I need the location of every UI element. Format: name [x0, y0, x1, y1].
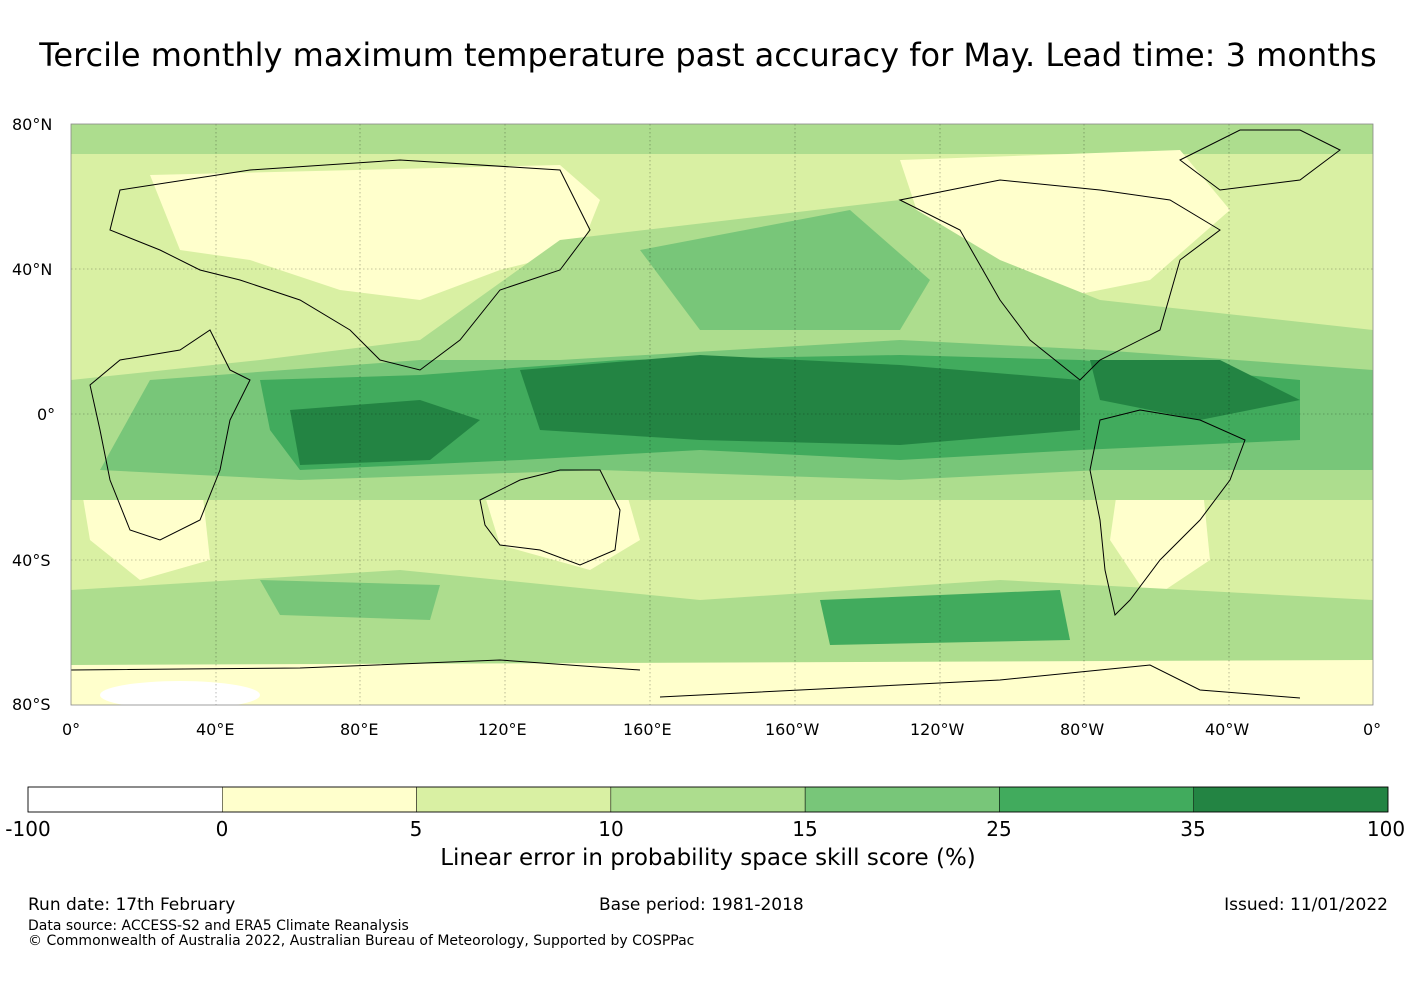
- run-date: Run date: 17th February: [28, 895, 236, 915]
- lon-label-0: 0°: [62, 720, 81, 739]
- colorbar-swatch-3: [610, 786, 806, 813]
- base-period: Base period: 1981-2018: [599, 895, 804, 915]
- lon-label-120e: 120°E: [478, 720, 527, 739]
- map-title: Tercile monthly maximum temperature past…: [39, 36, 1377, 74]
- colorbar-frame: [27, 786, 1389, 813]
- eurasia-coast: [109, 159, 591, 371]
- antarctica-coast: [71, 659, 1301, 699]
- lon-label-80w: 80°W: [1060, 720, 1105, 739]
- caribbean-atlantic-100: [1090, 360, 1300, 420]
- north-america-coast: [898, 179, 1221, 381]
- colorbar-tick-neg100: -100: [5, 817, 51, 841]
- africa-coast: [89, 329, 251, 541]
- lon-label-160w: 160°W: [765, 720, 820, 739]
- equatorial-pacific-100: [520, 355, 1080, 445]
- graticule: [71, 124, 1373, 705]
- lon-label-40e: 40°E: [196, 720, 235, 739]
- lon-label-120w: 120°W: [910, 720, 965, 739]
- colorbar-tick-35: 35: [1180, 817, 1206, 841]
- map-frame: [70, 123, 1374, 706]
- lon-label-160e: 160°E: [623, 720, 672, 739]
- colorbar-tick-0: 0: [215, 817, 229, 841]
- colorbar-swatch-0: [27, 786, 223, 813]
- data-source: Data source: ACCESS-S2 and ERA5 Climate …: [28, 918, 409, 934]
- lat-label-80n: 80°N: [12, 115, 53, 134]
- antarctica-negative-skill: [100, 681, 260, 705]
- issued-date: Issued: 11/01/2022: [1224, 895, 1388, 915]
- north-pacific-25: [640, 210, 930, 330]
- colorbar-swatch-1: [222, 786, 417, 813]
- colorbar-tick-15: 15: [792, 817, 818, 841]
- southern-ocean-low-skill: [580, 660, 940, 700]
- south-indian-25: [260, 580, 440, 620]
- colorbar-label: Linear error in probability space skill …: [440, 845, 976, 871]
- south-pacific-35: [820, 590, 1070, 645]
- colorbar-swatches: [27, 786, 1389, 813]
- equatorial-indian-100: [290, 400, 480, 465]
- south-america-coast: [1089, 409, 1246, 616]
- lat-label-40s: 40°S: [12, 551, 51, 570]
- coastlines: [71, 129, 1341, 699]
- arctic-band: [71, 124, 1373, 154]
- lon-label-40w: 40°W: [1205, 720, 1250, 739]
- skill-score-map: [70, 123, 1374, 706]
- greenland-coast: [1179, 129, 1341, 191]
- colorbar-tick-100: 100: [1366, 817, 1406, 841]
- colorbar: [27, 786, 1389, 813]
- lat-label-0: 0°: [37, 405, 56, 424]
- lon-label-0-east: 0°: [1363, 720, 1382, 739]
- lat-label-80s: 80°S: [12, 695, 51, 714]
- australia-coast: [479, 469, 621, 566]
- colorbar-swatch-4: [804, 786, 1000, 813]
- colorbar-tick-10: 10: [598, 817, 624, 841]
- colorbar-tick-5: 5: [409, 817, 423, 841]
- lon-label-80e: 80°E: [340, 720, 379, 739]
- lat-label-40n: 40°N: [12, 260, 53, 279]
- copyright: © Commonwealth of Australia 2022, Austra…: [28, 933, 695, 949]
- map-field: [71, 124, 1373, 705]
- eurasia-low-skill: [150, 165, 600, 300]
- colorbar-tick-25: 25: [986, 817, 1012, 841]
- colorbar-swatch-2: [416, 786, 612, 813]
- colorbar-swatch-5: [999, 786, 1194, 813]
- colorbar-swatch-6: [1193, 786, 1389, 813]
